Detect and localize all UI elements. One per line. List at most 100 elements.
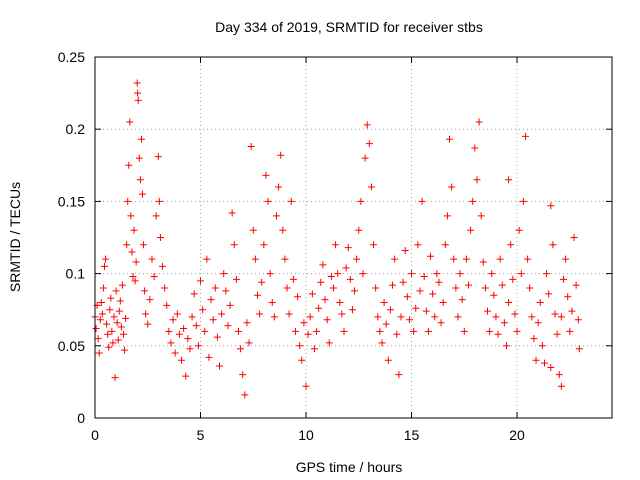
data-point xyxy=(378,339,386,347)
data-point xyxy=(123,241,131,249)
data-point xyxy=(481,284,489,292)
data-point xyxy=(109,339,117,347)
data-point xyxy=(119,330,127,338)
data-point xyxy=(424,327,432,335)
data-point xyxy=(443,212,451,220)
data-point xyxy=(113,319,121,327)
data-point xyxy=(353,255,361,263)
data-point xyxy=(332,241,340,249)
data-point xyxy=(538,342,546,350)
data-point xyxy=(155,197,163,205)
data-point xyxy=(258,278,266,286)
data-point xyxy=(414,241,422,249)
data-point xyxy=(547,363,555,371)
data-point xyxy=(199,306,207,314)
data-point xyxy=(389,281,397,289)
data-point xyxy=(135,154,143,162)
data-point xyxy=(107,294,115,302)
data-point xyxy=(228,209,236,217)
data-point xyxy=(458,296,466,304)
data-point xyxy=(310,345,318,353)
data-point xyxy=(534,319,542,327)
data-point xyxy=(134,89,142,97)
data-point xyxy=(315,304,323,312)
data-point xyxy=(559,275,567,283)
data-point xyxy=(500,319,508,327)
data-point xyxy=(140,241,148,249)
data-point xyxy=(115,307,123,315)
data-point xyxy=(98,310,106,318)
data-point xyxy=(163,301,171,309)
data-point xyxy=(549,241,557,249)
data-point xyxy=(403,293,411,301)
data-point xyxy=(454,313,462,321)
data-point xyxy=(450,255,458,263)
data-point xyxy=(465,281,473,289)
y-tick-label: 0.15 xyxy=(58,193,85,209)
data-point xyxy=(483,307,491,315)
data-point xyxy=(136,176,144,184)
data-point xyxy=(173,310,181,318)
data-point xyxy=(494,330,502,338)
data-point xyxy=(154,153,162,161)
data-point xyxy=(165,327,173,335)
data-point xyxy=(218,310,226,318)
data-point xyxy=(471,144,479,152)
data-point xyxy=(237,345,245,353)
data-point xyxy=(141,287,149,295)
data-point xyxy=(340,327,348,335)
data-point xyxy=(203,255,211,263)
data-point xyxy=(515,226,523,234)
data-point xyxy=(575,345,583,353)
data-point xyxy=(171,349,179,357)
data-point xyxy=(568,307,576,315)
data-point xyxy=(270,313,278,321)
data-point xyxy=(213,333,221,341)
data-point xyxy=(431,313,439,321)
data-point xyxy=(137,135,145,143)
data-point xyxy=(513,327,521,335)
data-point xyxy=(308,290,316,298)
data-point xyxy=(401,246,409,254)
data-point xyxy=(553,330,561,338)
data-point xyxy=(321,296,329,304)
data-point xyxy=(490,291,498,299)
data-point xyxy=(370,241,378,249)
data-point xyxy=(386,306,394,314)
data-point xyxy=(97,298,105,306)
data-point xyxy=(313,327,321,335)
data-point xyxy=(469,197,477,205)
y-tick-label: 0.1 xyxy=(66,266,86,282)
plot-frame xyxy=(94,56,613,419)
axis-ticks xyxy=(94,56,612,419)
data-point xyxy=(397,313,405,321)
data-point xyxy=(92,324,100,332)
data-point xyxy=(281,255,289,263)
data-point xyxy=(336,298,344,306)
data-point xyxy=(391,255,399,263)
data-point xyxy=(410,327,418,335)
data-point xyxy=(365,140,373,148)
y-tick-label: 0.2 xyxy=(66,121,86,137)
data-point xyxy=(283,284,291,292)
data-point xyxy=(329,284,337,292)
data-point xyxy=(298,356,306,364)
data-point xyxy=(446,135,454,143)
data-point xyxy=(477,212,485,220)
y-tick-label: 0.25 xyxy=(58,49,85,65)
data-point xyxy=(530,335,538,343)
data-point xyxy=(488,270,496,278)
y-tick-label: 0 xyxy=(77,410,85,426)
data-point xyxy=(566,327,574,335)
data-point xyxy=(262,171,270,179)
x-axis-label: GPS time / hours xyxy=(296,459,403,475)
data-point xyxy=(304,330,312,338)
data-point xyxy=(374,313,382,321)
data-point xyxy=(121,346,129,354)
data-point xyxy=(201,327,209,335)
data-point xyxy=(220,270,228,278)
data-point xyxy=(249,226,257,234)
data-point xyxy=(412,304,420,312)
data-point xyxy=(300,319,308,327)
data-point xyxy=(95,349,103,357)
